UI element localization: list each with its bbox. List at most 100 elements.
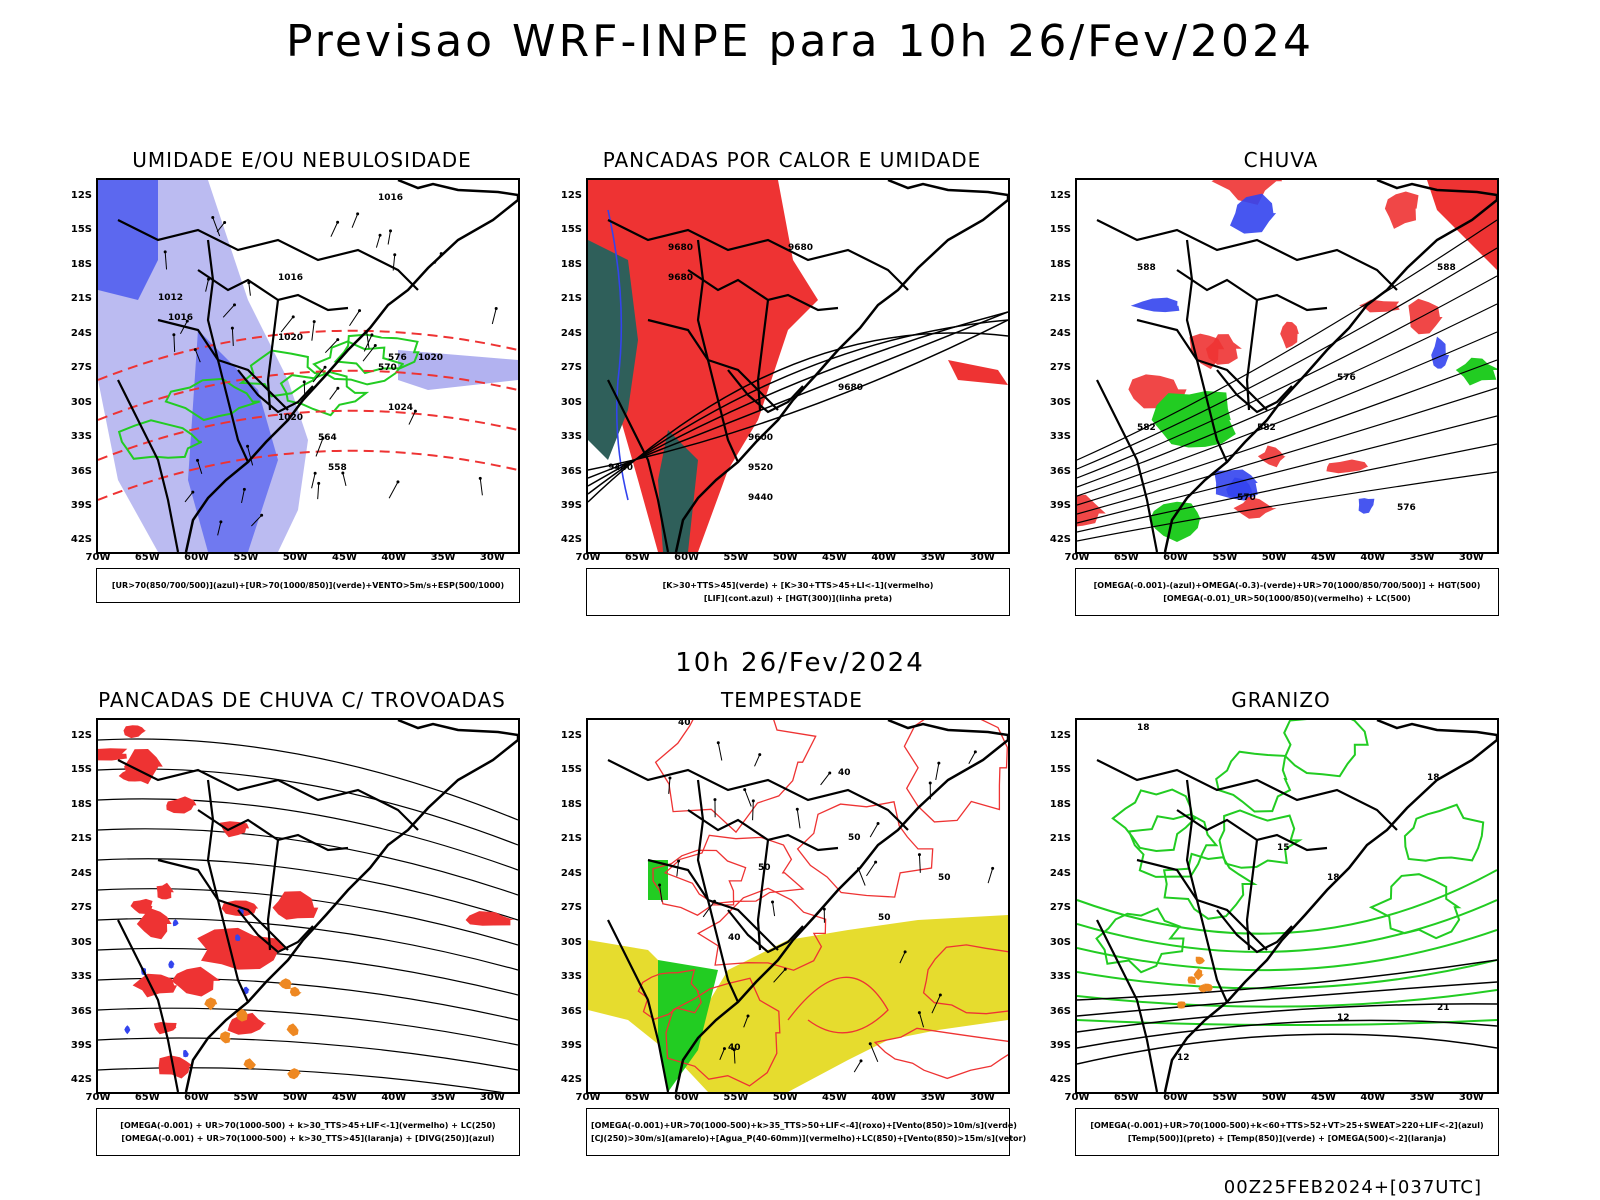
panel-rain: CHUVA 12S 15S 18S 21S 24S 27S 30S 33S 36S 39S 42S 58… xyxy=(1041,148,1521,638)
longitude-label: 50W xyxy=(1261,1092,1287,1103)
legend-line: [LIF](cont.azul) + [HGT(300)](linha pret… xyxy=(703,594,893,603)
longitude-label: 55W xyxy=(1212,552,1238,563)
panel-title-rain: CHUVA xyxy=(1243,148,1319,172)
latitude-label: 18S xyxy=(70,258,92,270)
latitude-label: 39S xyxy=(1049,500,1071,511)
panel-storm: TEMPESTADE 12S 15S 18S 21S 24S 27S 30S 33S 36S 39S… xyxy=(552,688,1032,1178)
latitude-label: 36S xyxy=(70,1005,92,1017)
longitude-label: 55W xyxy=(233,1092,259,1103)
latitude-label: 36S xyxy=(70,465,92,477)
legend-line: [OMEGA(-0.001)+UR>70(1000-500)+k>35_TTS>… xyxy=(591,1121,1017,1130)
contour-label: 9680 xyxy=(838,383,863,393)
latitude-label: 42S xyxy=(70,534,92,546)
longitude-label: 60W xyxy=(674,1092,700,1103)
longitude-axis: 70W 65W 60W 55W 50W 45W 40W 35W 30W xyxy=(86,552,520,566)
legend-heat-showers: [K>30+TTS>45](verde) + [K>30+TTS>45+LI<-… xyxy=(586,568,1010,616)
contour-label: 9440 xyxy=(608,463,633,473)
map-canvas: 9680 9680 9680 9600 9520 9440 9680 9440 xyxy=(588,180,1008,552)
latitude-label: 30S xyxy=(70,936,92,948)
latitude-label: 21S xyxy=(70,833,92,845)
latitude-label: 21S xyxy=(1049,833,1071,845)
latitude-label: 18S xyxy=(560,798,582,810)
panel-humidity: UMIDADE E/OU NEBULOSIDADE 12S 15S 18S 21S 24S… xyxy=(62,148,542,638)
contour-label: 50 xyxy=(848,833,861,843)
latitude-label: 12S xyxy=(70,730,92,741)
longitude-label: 45W xyxy=(332,552,357,563)
longitude-label: 60W xyxy=(674,552,700,563)
latitude-label: 33S xyxy=(560,971,582,983)
latitude-label: 24S xyxy=(70,867,92,879)
longitude-label: 70W xyxy=(575,552,601,563)
latitude-label: 39S xyxy=(1049,1040,1071,1051)
map-hail: 18 18 12 12 21 18 15 xyxy=(1075,718,1499,1094)
legend-line: [Temp(500)](preto) + [Temp(850)](verde) … xyxy=(1127,1134,1447,1143)
latitude-label: 21S xyxy=(1049,293,1071,305)
longitude-label: 60W xyxy=(1163,552,1189,563)
longitude-axis: 70W 65W 60W 55W 50W 45W 40W 35W 30W xyxy=(86,1092,520,1106)
longitude-label: 70W xyxy=(575,1092,601,1103)
latitude-label: 15S xyxy=(70,764,92,776)
longitude-label: 60W xyxy=(184,552,210,563)
contour-label: 576 xyxy=(388,353,407,363)
legend-thunderstorm-showers: [OMEGA(-0.001) + UR>70(1000-500) + k>30_… xyxy=(96,1108,520,1156)
longitude-label: 40W xyxy=(871,552,897,563)
latitude-label: 15S xyxy=(70,224,92,236)
panel-title-storm: TEMPESTADE xyxy=(721,688,863,712)
latitude-label: 33S xyxy=(1049,971,1071,983)
latitude-label: 27S xyxy=(1049,902,1071,914)
run-time-footer: 00Z25FEB2024+[037UTC] xyxy=(1223,1177,1482,1198)
main-title: Previsao WRF-INPE para 10h 26/Fev/2024 xyxy=(286,16,1314,67)
contour-label: 570 xyxy=(1237,493,1256,503)
longitude-label: 40W xyxy=(1360,1092,1386,1103)
latitude-label: 39S xyxy=(70,500,92,511)
latitude-label: 18S xyxy=(1049,798,1071,810)
latitude-label: 42S xyxy=(560,534,582,546)
latitude-label: 15S xyxy=(1049,764,1071,776)
contour-label: 582 xyxy=(1257,423,1276,433)
latitude-label: 30S xyxy=(1049,396,1071,408)
latitude-label: 24S xyxy=(1049,867,1071,879)
contour-label: 576 xyxy=(1337,373,1356,383)
longitude-label: 40W xyxy=(381,1092,407,1103)
longitude-label: 55W xyxy=(233,552,259,563)
longitude-label: 45W xyxy=(1311,1092,1336,1103)
longitude-axis: 70W 65W 60W 55W 50W 45W 40W 35W 30W xyxy=(576,552,1010,566)
contour-label: 9520 xyxy=(748,463,773,473)
contour-label: 588 xyxy=(1137,263,1156,273)
contour-label: 40 xyxy=(728,1043,741,1053)
legend-hail: [OMEGA(-0.001)+UR>70(1000-500)+k<60+TTS>… xyxy=(1075,1108,1499,1156)
longitude-label: 35W xyxy=(920,552,946,563)
contour-label: 18 xyxy=(1327,873,1340,883)
longitude-label: 50W xyxy=(282,552,308,563)
legend-line: [OMEGA(-0.001)+UR>70(1000-500)+k<60+TTS>… xyxy=(1090,1121,1484,1130)
longitude-label: 65W xyxy=(134,1092,160,1103)
contour-label: 1016 xyxy=(378,193,403,203)
latitude-label: 27S xyxy=(70,902,92,914)
latitude-label: 24S xyxy=(1049,327,1071,339)
longitude-axis: 70W 65W 60W 55W 50W 45W 40W 35W 30W xyxy=(1065,552,1499,566)
latitude-axis: 12S 15S 18S 21S 24S 27S 30S 33S 36S 39S 42S xyxy=(1041,178,1075,554)
longitude-label: 50W xyxy=(282,1092,308,1103)
longitude-label: 70W xyxy=(1064,552,1090,563)
contour-label: 9440 xyxy=(748,493,773,503)
latitude-label: 42S xyxy=(70,1074,92,1086)
latitude-label: 42S xyxy=(560,1074,582,1086)
longitude-label: 45W xyxy=(822,552,847,563)
longitude-label: 40W xyxy=(1360,552,1386,563)
longitude-label: 55W xyxy=(723,1092,749,1103)
latitude-label: 12S xyxy=(70,190,92,201)
longitude-label: 65W xyxy=(624,552,650,563)
legend-line: [K>30+TTS>45](verde) + [K>30+TTS>45+LI<-… xyxy=(662,581,934,590)
panel-title-heat-showers: PANCADAS POR CALOR E UMIDADE xyxy=(602,148,982,172)
contour-label: 9600 xyxy=(748,433,773,443)
latitude-label: 27S xyxy=(1049,362,1071,374)
contour-label: 1016 xyxy=(168,313,193,323)
panel-title-thunderstorm-showers: PANCADAS DE CHUVA C/ TROVOADAS xyxy=(98,688,506,712)
longitude-label: 35W xyxy=(430,552,456,563)
longitude-label: 65W xyxy=(1113,552,1139,563)
latitude-label: 39S xyxy=(70,1040,92,1051)
legend-line: [OMEGA(-0.001)-(azul)+OMEGA(-0.3)-(verde… xyxy=(1093,581,1481,590)
latitude-label: 21S xyxy=(560,293,582,305)
latitude-label: 33S xyxy=(560,431,582,443)
panel-title-hail: GRANIZO xyxy=(1231,688,1331,712)
